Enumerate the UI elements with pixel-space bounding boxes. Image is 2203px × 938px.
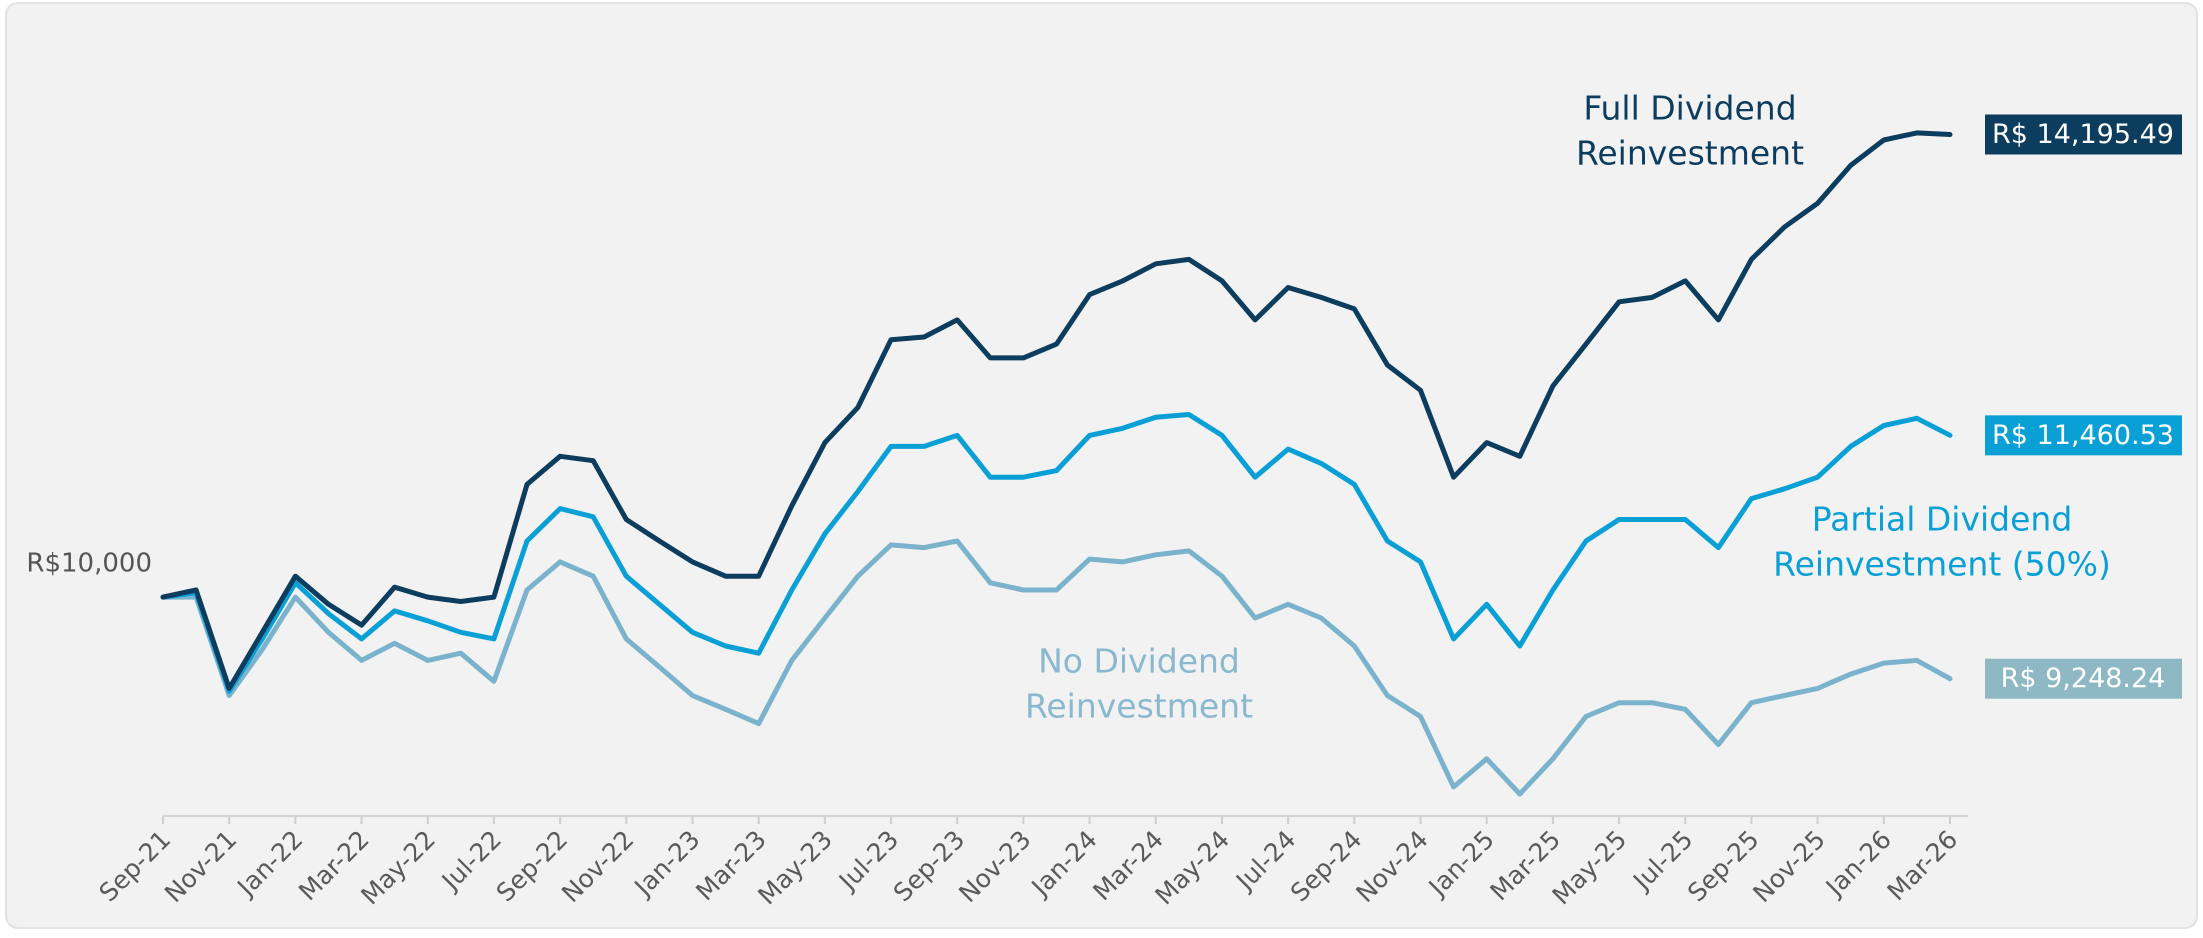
end-label: R$ 11,460.53 xyxy=(1992,420,2174,451)
annotation: Reinvestment xyxy=(1576,134,1804,173)
series-line xyxy=(160,130,1953,691)
series-line xyxy=(160,412,1953,694)
series-line xyxy=(160,538,1953,797)
end-label: R$ 9,248.24 xyxy=(2001,663,2166,694)
annotation: Full Dividend xyxy=(1583,89,1796,128)
y-tick-label: R$10,000 xyxy=(26,549,152,579)
annotation: Reinvestment xyxy=(1025,687,1253,726)
end-label-box xyxy=(1985,415,2182,456)
annotation: Reinvestment (50%) xyxy=(1773,545,2111,584)
annotation: Partial Dividend xyxy=(1812,500,2073,539)
panel xyxy=(5,2,2198,929)
end-label: R$ 14,195.49 xyxy=(1992,119,2174,150)
end-label-box xyxy=(1985,114,2182,155)
annotation: No Dividend xyxy=(1038,642,1240,681)
end-label-box xyxy=(1985,658,2182,699)
